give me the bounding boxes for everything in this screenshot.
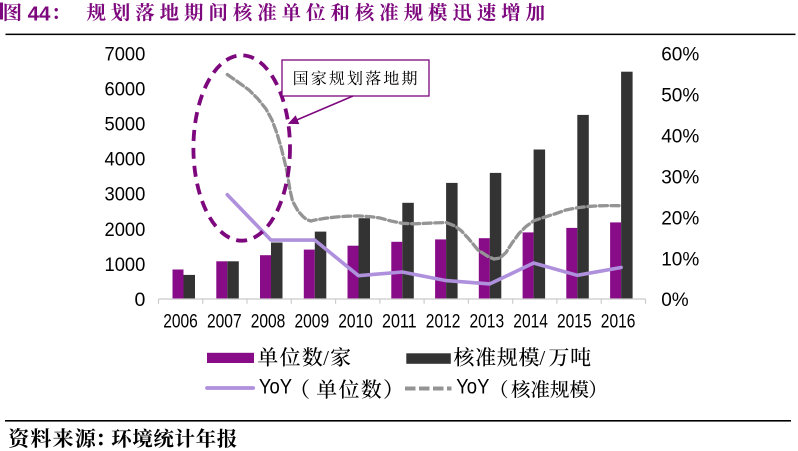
svg-text:6000: 6000: [105, 79, 146, 101]
svg-text:44: 44: [28, 2, 51, 25]
svg-text:2010: 2010: [338, 311, 373, 332]
svg-text:50%: 50%: [661, 86, 699, 107]
svg-text:2013: 2013: [470, 311, 505, 332]
svg-text:YoY: YoY: [259, 375, 292, 399]
svg-text:2007: 2007: [207, 311, 242, 332]
svg-text:2016: 2016: [601, 311, 636, 332]
svg-text:3000: 3000: [105, 184, 146, 206]
svg-text:2015: 2015: [557, 311, 592, 332]
svg-text:7000: 7000: [105, 43, 146, 65]
svg-text:20%: 20%: [661, 208, 699, 229]
svg-text:YoY: YoY: [456, 375, 489, 399]
svg-text:2009: 2009: [295, 311, 330, 332]
svg-text:2006: 2006: [163, 311, 198, 332]
svg-text:1000: 1000: [105, 254, 146, 276]
svg-text:2014: 2014: [513, 311, 548, 332]
svg-text:5000: 5000: [105, 114, 146, 136]
svg-text:2000: 2000: [105, 219, 146, 241]
svg-text:4000: 4000: [105, 149, 146, 171]
svg-text:/: /: [539, 346, 545, 370]
svg-text:/: /: [323, 346, 329, 370]
svg-text:0%: 0%: [661, 290, 689, 311]
svg-text:10%: 10%: [661, 249, 699, 270]
svg-text:60%: 60%: [661, 45, 699, 66]
svg-text:2012: 2012: [426, 311, 461, 332]
svg-text:40%: 40%: [661, 127, 699, 148]
svg-text:0: 0: [134, 289, 145, 311]
svg-text:2011: 2011: [382, 311, 417, 332]
svg-text:30%: 30%: [661, 167, 699, 188]
svg-text:2008: 2008: [251, 311, 286, 332]
